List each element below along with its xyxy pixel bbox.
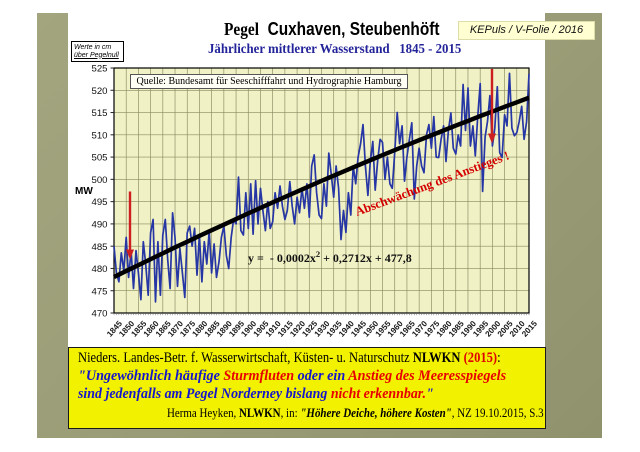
- svg-text:485: 485: [91, 242, 107, 253]
- svg-text:480: 480: [91, 264, 107, 275]
- svg-text:510: 510: [91, 130, 107, 141]
- svg-text:495: 495: [91, 197, 107, 208]
- svg-text:490: 490: [91, 220, 107, 231]
- svg-text:470: 470: [91, 309, 107, 320]
- svg-text:500: 500: [91, 175, 107, 186]
- svg-text:515: 515: [91, 108, 107, 119]
- svg-text:520: 520: [91, 86, 107, 97]
- svg-text:475: 475: [91, 286, 107, 297]
- svg-text:525: 525: [91, 64, 107, 75]
- svg-text:505: 505: [91, 153, 107, 164]
